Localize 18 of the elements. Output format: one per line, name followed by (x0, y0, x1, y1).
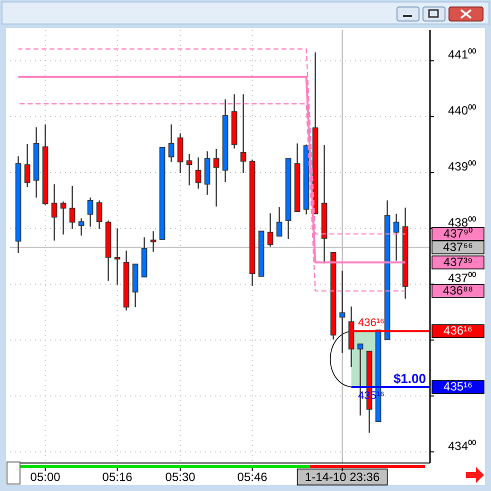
x-tick-label: 05:00 (30, 470, 61, 484)
y-tick-label: 434⁰⁰ (448, 438, 476, 453)
annotation: $1.00 (393, 371, 426, 386)
ref-line-label: 437⁶⁶ (443, 240, 474, 254)
x-tick-label: 05:30 (165, 470, 196, 484)
text: 436⁸⁸ (442, 284, 474, 298)
y-tick-label: 437⁰⁰ (448, 271, 476, 286)
y-tick-label: 441⁰⁰ (448, 48, 476, 62)
ref-line-label: 436¹⁶ (358, 317, 385, 330)
text: 435¹⁶ (444, 380, 472, 394)
y-tick-label: 439⁰⁰ (448, 159, 476, 174)
text: 437⁹⁰ (443, 226, 473, 241)
x-tick-label: 05:46 (237, 470, 268, 484)
y-tick-label: 440⁰⁰ (448, 104, 476, 118)
x-tick-label: 1-14-10 23:36 (304, 470, 380, 484)
text: 436¹⁶ (444, 324, 472, 338)
x-tick-label: 05:16 (102, 470, 133, 484)
text: 437³⁹ (443, 255, 473, 270)
